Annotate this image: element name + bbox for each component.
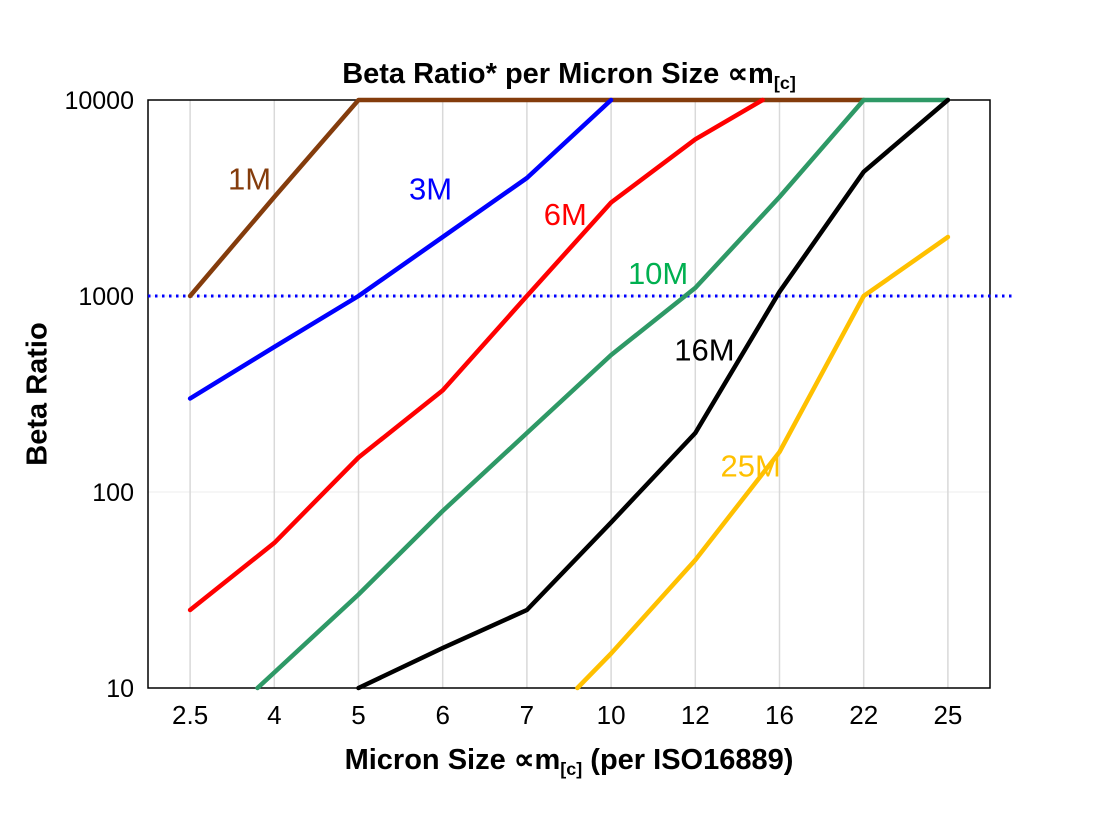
- x-tick-label-16: 16: [765, 700, 794, 730]
- y-axis-label: Beta Ratio: [21, 322, 54, 466]
- x-tick-label-22: 22: [849, 700, 878, 730]
- series-label-3M: 3M: [409, 172, 452, 207]
- x-axis-label: Micron Size ∝m[c] (per ISO16889): [148, 742, 990, 780]
- series-line-16M: [356, 97, 951, 691]
- series-line-10M: [255, 97, 951, 691]
- x-tick-label-25: 25: [933, 700, 962, 730]
- series-label-16M: 16M: [674, 332, 734, 367]
- chart-title-text: Beta Ratio* per Micron Size ∝m: [342, 58, 774, 90]
- chart-title-subscript: [c]: [773, 73, 796, 94]
- x-tick-label-4: 4: [267, 700, 281, 730]
- series-line-6M: [187, 97, 765, 613]
- x-tick-label-2.5: 2.5: [172, 700, 208, 730]
- series-label-25M: 25M: [721, 448, 781, 483]
- series-label-10M: 10M: [628, 256, 688, 291]
- x-axis-label-text: Micron Size ∝m: [344, 744, 561, 776]
- series-line-3M: [187, 97, 614, 401]
- x-tick-label-5: 5: [351, 700, 365, 730]
- x-tick-label-12: 12: [681, 700, 710, 730]
- x-tick-label-6: 6: [435, 700, 449, 730]
- series-label-1M: 1M: [228, 161, 271, 196]
- y-tick-label-10000: 10000: [64, 87, 134, 115]
- y-tick-label-10: 10: [106, 675, 134, 703]
- series-label-6M: 6M: [544, 197, 587, 232]
- y-tick-label-1000: 1000: [78, 283, 134, 311]
- series-line-25M: [575, 234, 951, 691]
- x-axis-label-subscript: [c]: [560, 759, 583, 780]
- chart-title: Beta Ratio* per Micron Size ∝m[c]: [148, 56, 990, 94]
- x-tick-label-10: 10: [597, 700, 626, 730]
- x-axis-label-suffix: (per ISO16889): [582, 744, 794, 776]
- y-tick-label-100: 100: [92, 479, 134, 507]
- x-tick-label-7: 7: [520, 700, 534, 730]
